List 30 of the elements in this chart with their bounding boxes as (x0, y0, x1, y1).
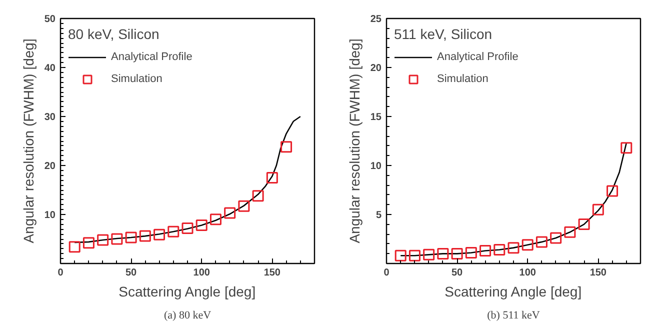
y-tick-label: 25 (370, 14, 382, 25)
x-tick-label: 50 (125, 268, 138, 278)
legend-label: Simulation (437, 73, 488, 85)
text: (a) 80 keV (164, 310, 212, 322)
y-tick-label: 50 (44, 14, 56, 25)
x-tick-label: 100 (519, 268, 536, 278)
y-tick-label: 20 (370, 63, 382, 74)
legend-title: 80 keV, Silicon (68, 26, 160, 42)
x-tick-label: 150 (590, 268, 607, 278)
x-tick-label: 50 (451, 268, 464, 278)
legend-label: Simulation (111, 73, 162, 85)
y-tick-label: 30 (44, 112, 56, 123)
legend-label: Analytical Profile (437, 51, 518, 63)
x-axis-title: Scattering Angle [deg] (118, 284, 256, 300)
x-axis-title: Scattering Angle [deg] (444, 284, 582, 300)
text: (b) 511 keV (487, 310, 540, 322)
x-tick-label: 0 (58, 268, 64, 278)
y-tick-label: 10 (44, 210, 56, 221)
legend-title: 511 keV, Silicon (394, 26, 494, 42)
y-tick-label: 15 (370, 112, 382, 123)
y-tick-label: 40 (44, 63, 56, 74)
y-tick-label: 20 (44, 161, 56, 172)
y-axis-title: Angular resolution (FWHM) [deg] (346, 38, 362, 244)
y-axis-title: Angular resolution (FWHM) [deg] (20, 38, 36, 244)
x-tick-label: 100 (193, 268, 210, 278)
x-tick-label: 0 (384, 268, 390, 278)
y-tick-label: 5 (376, 210, 382, 221)
legend-label: Analytical Profile (111, 51, 192, 63)
y-tick-label: 10 (370, 161, 382, 172)
x-tick-label: 150 (264, 268, 281, 278)
